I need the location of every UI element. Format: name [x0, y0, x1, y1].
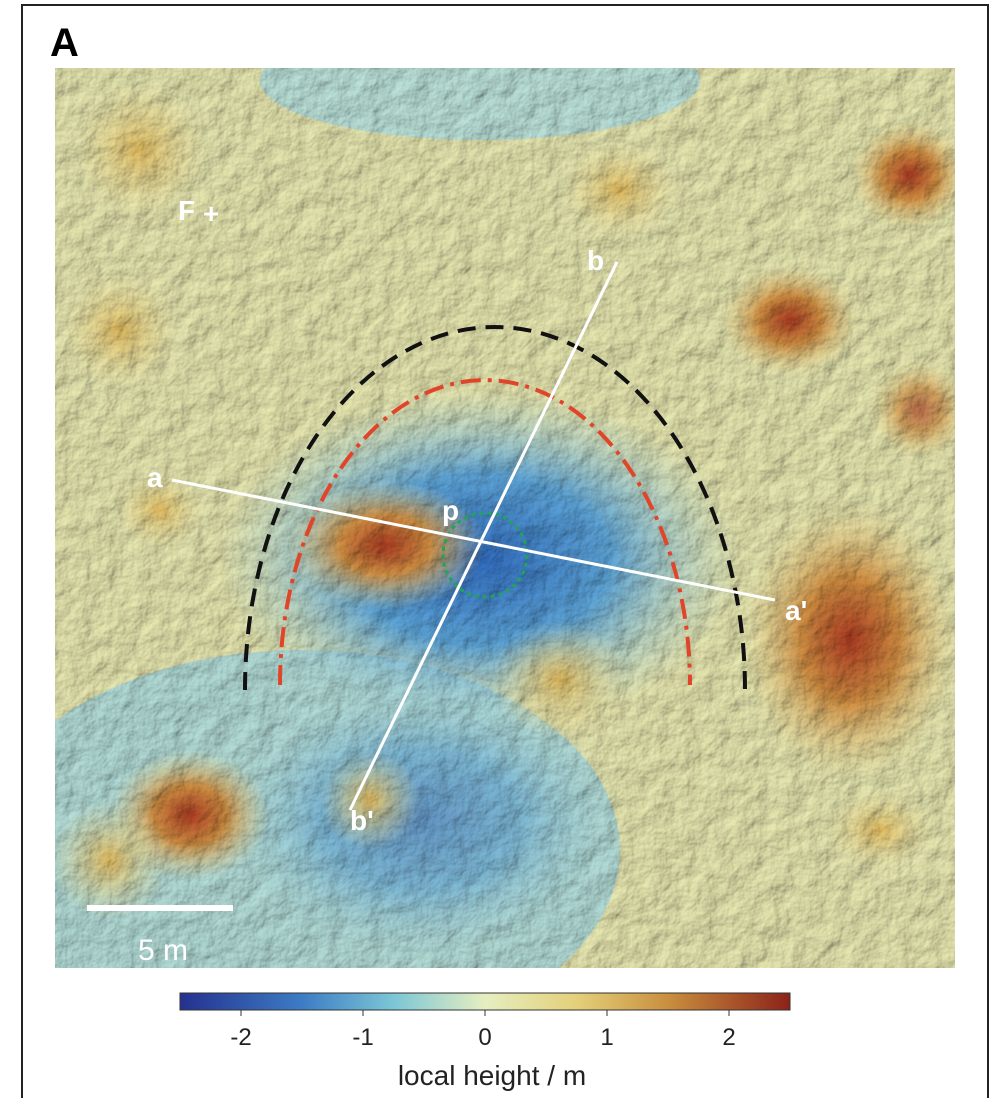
colorbar	[180, 993, 790, 1010]
page: {"panel_label": "A", "map": {"labels": […	[0, 0, 992, 1103]
colorbar-ticks: -2 -1 0 1 2	[230, 1010, 735, 1051]
feature-marker: +	[203, 198, 219, 229]
colorbar-tick-label: -2	[230, 1024, 251, 1051]
colorbar-tick-label: -1	[352, 1024, 373, 1051]
terrain-map	[0, 20, 970, 1050]
profile-label: a	[147, 462, 163, 493]
colorbar-tick-label: 1	[600, 1024, 613, 1051]
figure: A F + a a'	[0, 0, 992, 1098]
point-label: p	[442, 495, 459, 526]
profile-label: b'	[350, 805, 374, 836]
colorbar-tick-label: 0	[478, 1024, 491, 1051]
profile-label: b	[587, 245, 604, 276]
colorbar-label: local height / m	[398, 1060, 586, 1091]
scale-label: 5 m	[138, 934, 188, 967]
colorbar-tick-label: 2	[722, 1024, 735, 1051]
profile-label: a'	[785, 595, 807, 626]
panel-label: A	[50, 21, 79, 65]
feature-label: F	[178, 195, 195, 226]
